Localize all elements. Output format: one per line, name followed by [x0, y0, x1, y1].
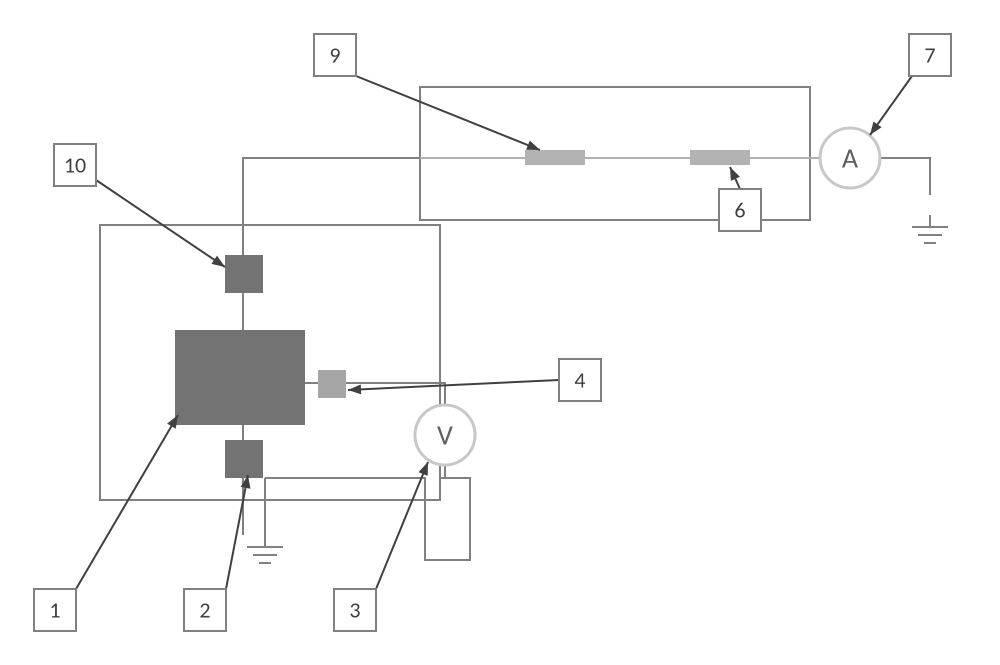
callout-arrow [376, 462, 428, 589]
ground-symbol [912, 215, 948, 243]
callout-arrow [96, 180, 225, 267]
label-box-l1: 1 [34, 589, 76, 631]
component-right_tiny [318, 370, 346, 398]
label-text: 9 [329, 42, 340, 69]
meter-letter: A [842, 141, 859, 176]
wire [243, 158, 420, 255]
label-text: 10 [64, 152, 86, 179]
label-text: 2 [199, 597, 210, 624]
ground-symbol [247, 535, 283, 563]
label-text: 4 [574, 367, 585, 394]
component-big_block [175, 330, 305, 425]
callout-arrow [730, 167, 740, 189]
meter-V: V [415, 405, 475, 465]
label-box-l7: 7 [909, 34, 951, 76]
callout-arrow [870, 76, 912, 135]
label-box-l4: 4 [559, 359, 601, 401]
label-text: 6 [734, 197, 745, 224]
label-text: 7 [924, 42, 935, 69]
label-box-l3: 3 [334, 589, 376, 631]
callout-arrow [226, 475, 250, 589]
wire [425, 478, 470, 560]
label-box-l10: 10 [54, 144, 96, 186]
wire [265, 478, 425, 500]
circuit-diagram: V A 1 2 3 4 6 7 9 10 [0, 0, 1000, 665]
label-box-l6: 6 [719, 189, 761, 231]
component-res_left [525, 150, 585, 165]
label-text: 1 [49, 597, 60, 624]
component-bot_small [225, 440, 263, 478]
component-top_small [225, 255, 263, 293]
component-res_right [690, 150, 750, 165]
callout-arrow [76, 415, 178, 589]
label-text: 3 [349, 597, 360, 624]
meter-A: A [820, 128, 880, 188]
label-box-l2: 2 [184, 589, 226, 631]
label-box-l9: 9 [314, 34, 356, 76]
meter-letter: V [437, 418, 453, 453]
wire [880, 158, 930, 195]
